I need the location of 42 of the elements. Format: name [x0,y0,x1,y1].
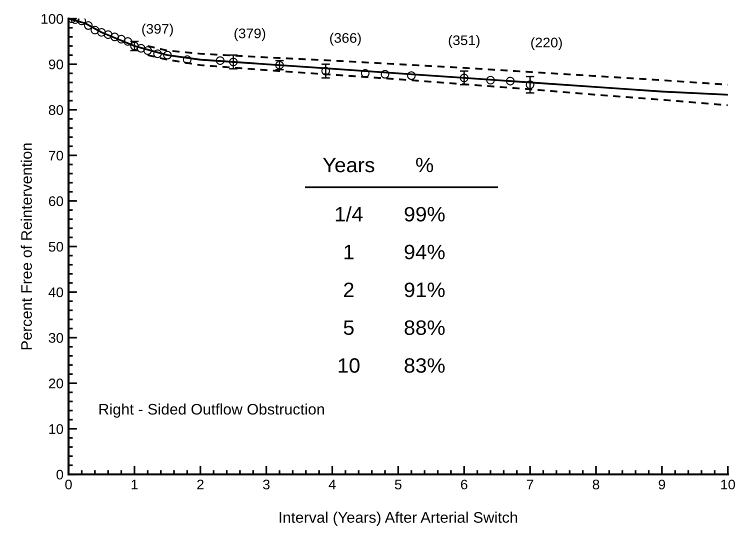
y-tick-label: 50 [48,242,64,252]
annotation: Years [322,158,374,172]
annotation: 94% [404,244,445,260]
x-tick-label: 9 [658,480,666,490]
x-tick-label: 7 [526,480,534,490]
x-tick-label: 3 [263,480,270,490]
annotation: 10 [338,358,360,373]
x-axis-title: Interval (Years) After Arterial Switch [280,512,518,526]
annotation: 2 [344,282,354,298]
annotation: 1 [344,244,354,260]
annotation: 5 [344,320,354,336]
y-tick-label: 30 [48,332,64,343]
x-tick-label: 6 [460,480,468,490]
y-tick-label: 90 [48,60,64,70]
y-tick-label: 80 [48,105,64,115]
annotation: 83% [404,358,445,373]
annotation: (351) [448,34,480,48]
annotation: (397) [142,24,173,37]
y-tick-label: 70 [48,150,64,161]
annotation: 99% [404,206,445,222]
x-tick-label: 8 [592,480,600,490]
y-tick-label: 100 [42,14,64,24]
annotation: 88% [404,320,445,336]
y-tick-label: 0 [56,470,64,480]
x-tick-label: 1 [132,480,138,490]
annotation: 91% [404,282,445,298]
annotation: (366) [330,32,361,46]
x-tick-label: 2 [197,480,204,490]
annotation: % [416,158,434,172]
annotation: (379) [234,28,266,42]
x-tick-label: 4 [328,480,336,490]
y-tick-label: 10 [49,424,64,434]
annotation: 1/4 [336,206,363,222]
annotation: Right - Sided Outflow Obstruction [99,403,324,418]
y-tick-label: 40 [48,287,64,298]
y-tick-label: 20 [48,378,64,388]
x-tick-label: 5 [394,480,402,490]
x-tick-label: 10 [721,480,736,490]
y-axis-title: Percent Free of Reintervention [20,143,32,350]
annotation: (220) [531,37,562,50]
x-tick-label: 0 [65,480,72,490]
y-tick-label: 60 [48,196,64,206]
